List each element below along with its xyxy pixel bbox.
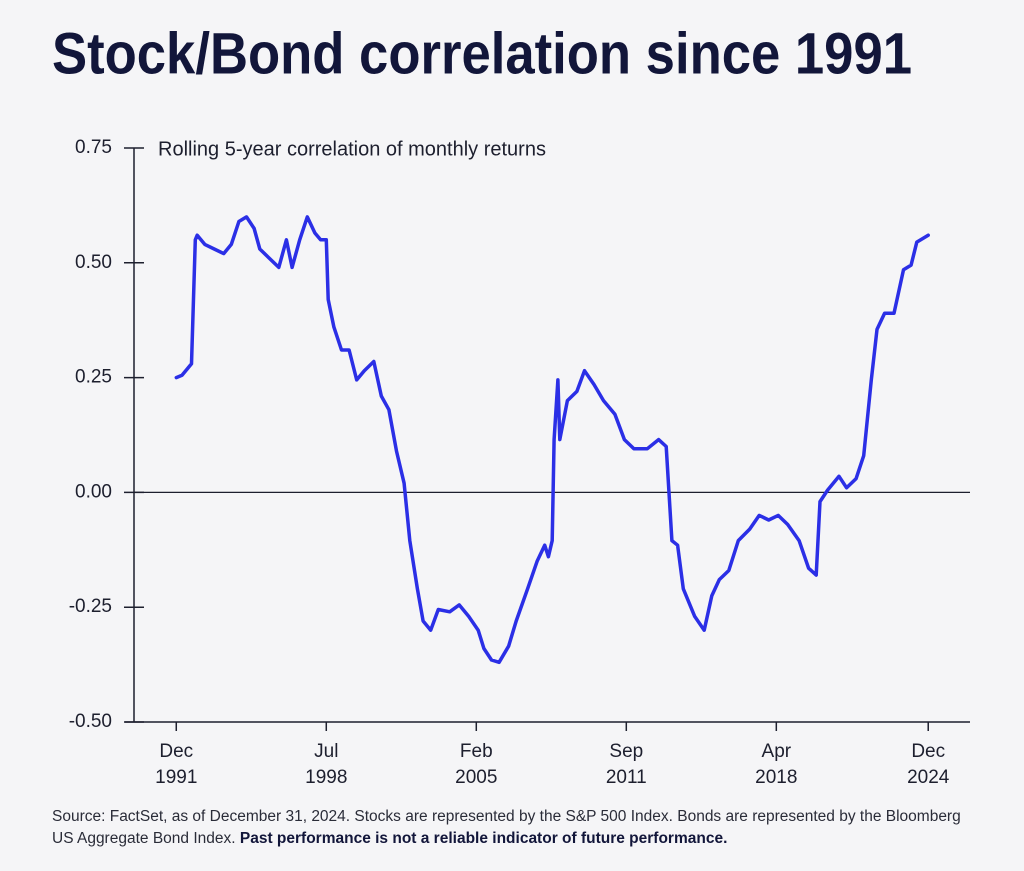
y-tick-label: -0.25 [69,596,112,617]
y-tick-label: 0.00 [75,481,112,502]
x-tick-label: Apr 2018 [755,741,797,788]
x-tick-label: Sep 2011 [606,741,647,788]
footnote: Source: FactSet, as of December 31, 2024… [52,806,982,850]
y-tick-label: 0.50 [75,252,112,273]
chart: Stock/Bond correlation since 1991 Rollin… [52,21,970,788]
y-tick-label: 0.25 [75,367,112,388]
disclaimer: Past performance is not a reliable indic… [239,830,728,847]
y-tick-label: 0.75 [75,137,112,158]
y-tick-label: -0.50 [69,711,112,732]
correlation-line [174,215,930,665]
chart-title: Stock/Bond correlation since 1991 [52,21,912,86]
x-tick-label: Jul 1998 [305,741,347,788]
source-note: Source: FactSet, as of December 31, 2024… [52,808,961,847]
x-tick-label: Dec 2024 [907,741,950,788]
x-tick-label: Dec 1991 [155,741,197,788]
chart-subtitle: Rolling 5-year correlation of monthly re… [158,138,546,160]
x-tick-label: Feb 2005 [455,741,497,788]
